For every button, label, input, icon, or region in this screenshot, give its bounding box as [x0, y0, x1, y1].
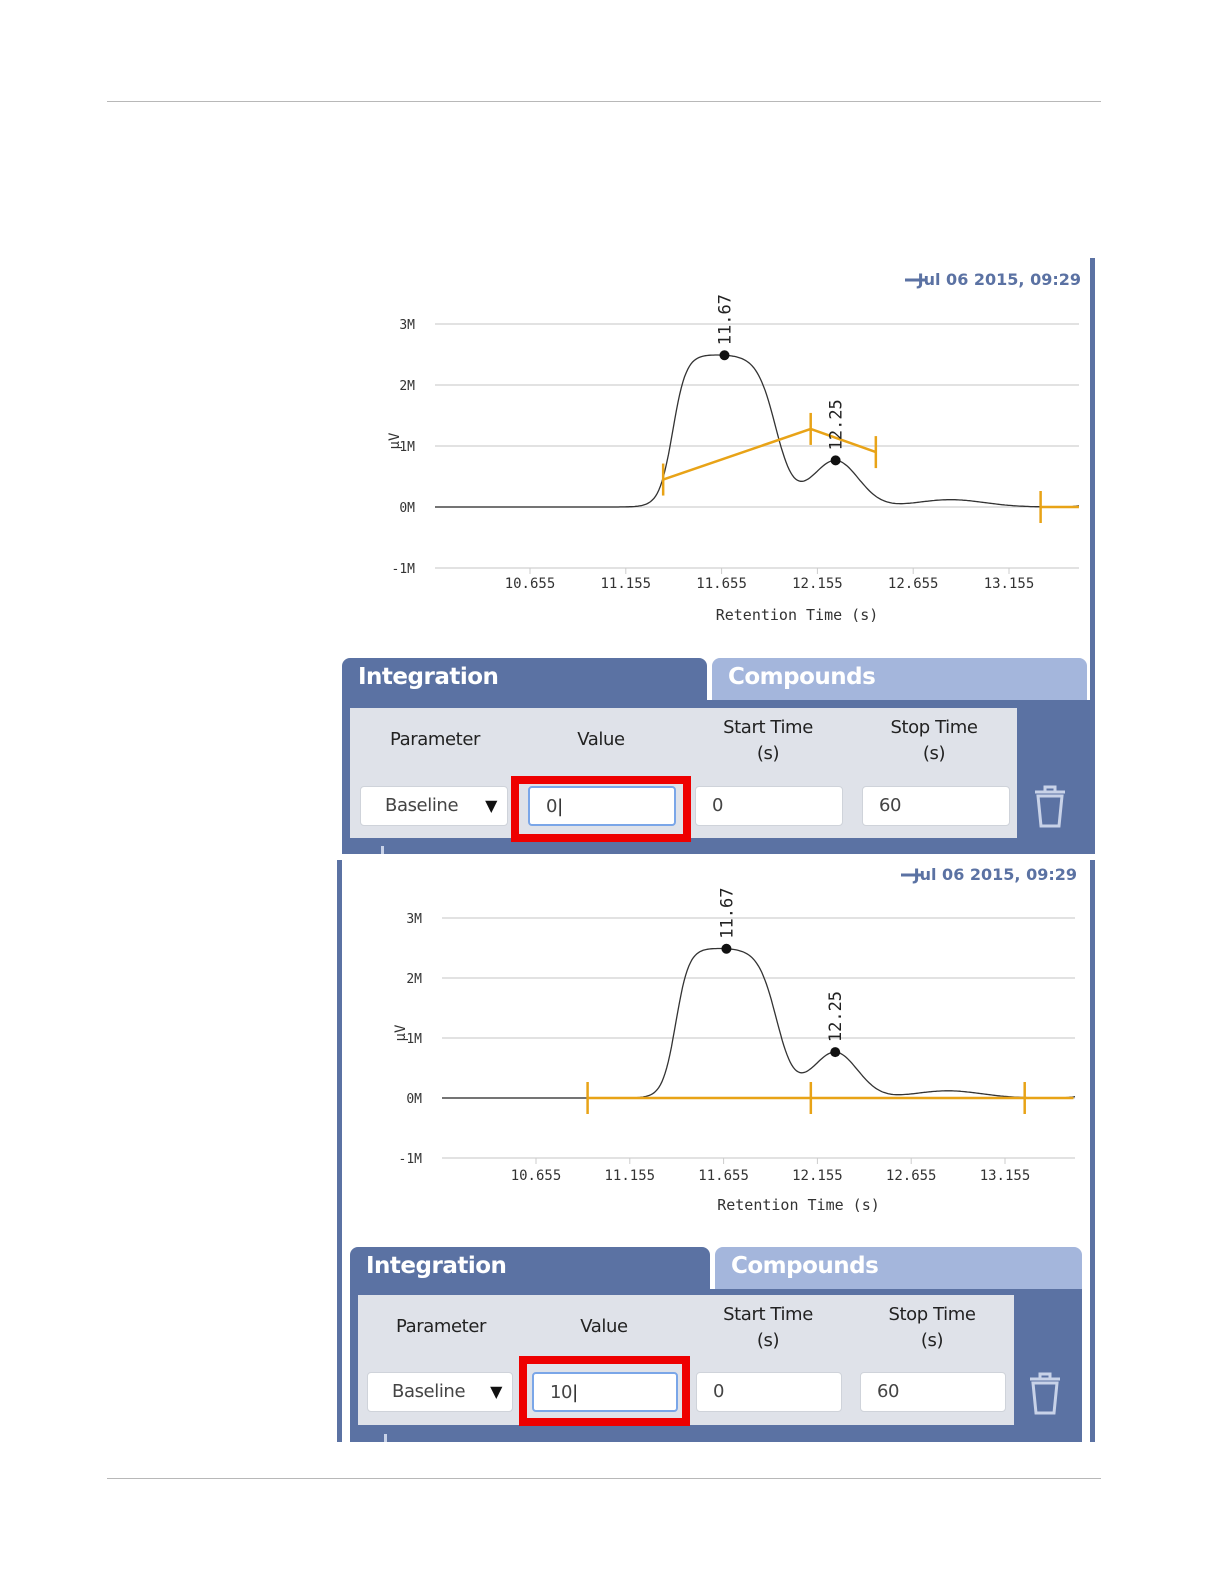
- peak-label: 11.67: [715, 294, 735, 345]
- legend-label: Jul 06 2015, 09:29: [917, 270, 1081, 289]
- header-stop-time: Stop Time: [888, 1304, 976, 1325]
- x-tick-label: 13.155: [980, 1168, 1031, 1184]
- value-input-text: 10: [550, 1382, 573, 1403]
- chromatogram-chart: 3M 2M 1M 0M -1M 10.655 11.155 11.655 12.155 12.65…: [387, 270, 1081, 624]
- start-time-input[interactable]: 0: [695, 786, 843, 826]
- baseline-segment: [662, 427, 812, 481]
- value-input[interactable]: 10|: [532, 1372, 678, 1412]
- start-time-input[interactable]: 0: [696, 1372, 842, 1412]
- header-stop-unit: (s): [922, 743, 946, 764]
- resize-tick: [381, 846, 384, 854]
- parameter-select-value: Baseline: [385, 795, 459, 816]
- x-tick-label: 12.655: [888, 576, 939, 592]
- header-start-unit: (s): [756, 743, 780, 764]
- parameter-select-value: Baseline: [392, 1381, 466, 1402]
- signal-trace: [435, 354, 1080, 508]
- x-tick-label: 12.655: [886, 1168, 937, 1184]
- text-cursor: |: [572, 1382, 578, 1403]
- legend-label: Jul 06 2015, 09:29: [913, 865, 1077, 884]
- header-stop-time: Stop Time: [890, 717, 978, 738]
- panel-border: [337, 860, 342, 1442]
- screenshot-panel-2: 3M 2M 1M 0M -1M 10.655 11.155 11.655 12.155 12.65…: [337, 860, 1095, 1442]
- peak-marker: [830, 455, 841, 466]
- top-divider: [107, 101, 1101, 102]
- tab-integration[interactable]: Integration: [342, 658, 707, 702]
- y-tick-label: 1M: [399, 440, 415, 455]
- y-tick-label: 3M: [399, 318, 415, 333]
- header-value: Value: [577, 729, 625, 750]
- peak-marker: [830, 1047, 841, 1058]
- dropdown-arrow-icon: ▼: [490, 1382, 502, 1401]
- peak-label: 11.67: [717, 888, 737, 939]
- screenshot-panel-1: 3M 2M 1M 0M -1M 10.655 11.155 11.655 12.155 12.65…: [337, 258, 1095, 854]
- integration-grid: Parameter Value Start Time (s) Stop Time…: [342, 700, 1090, 854]
- peak-marker: [721, 943, 732, 954]
- header-start-time: Start Time: [723, 1304, 813, 1325]
- parameter-select[interactable]: Baseline ▼: [360, 786, 508, 826]
- header-start-unit: (s): [756, 1330, 780, 1351]
- highlight-box: [519, 1356, 690, 1426]
- trash-icon[interactable]: [1027, 1371, 1063, 1417]
- x-tick-label: 11.655: [696, 576, 747, 592]
- highlight-box: [511, 776, 691, 842]
- y-tick-label: 0M: [406, 1092, 422, 1107]
- y-tick-label: 2M: [406, 972, 422, 987]
- bottom-divider: [107, 1478, 1101, 1479]
- start-time-value: 0: [713, 1381, 725, 1402]
- stop-time-input[interactable]: 60: [860, 1372, 1006, 1412]
- x-axis-label: Retention Time (s): [716, 606, 879, 624]
- resize-tick: [384, 1434, 387, 1442]
- x-tick-label: 11.655: [698, 1168, 749, 1184]
- y-axis-label: µV: [387, 432, 403, 449]
- y-tick-label: -1M: [392, 562, 416, 577]
- integration-grid: Parameter Value Start Time (s) Stop Time…: [350, 1289, 1082, 1442]
- x-tick-label: 10.655: [505, 576, 556, 592]
- header-parameter: Parameter: [395, 1316, 487, 1337]
- peak-label: 12.25: [827, 399, 847, 450]
- x-tick-label: 10.655: [511, 1168, 562, 1184]
- dropdown-arrow-icon: ▼: [485, 796, 497, 815]
- header-parameter: Parameter: [389, 729, 481, 750]
- x-tick-label: 11.155: [601, 576, 652, 592]
- header-value: Value: [580, 1316, 628, 1337]
- x-tick-label: 13.155: [984, 576, 1035, 592]
- tab-bar: Integration Compounds: [342, 658, 1090, 702]
- y-tick-label: 3M: [406, 912, 422, 927]
- y-tick-label: -1M: [399, 1152, 423, 1167]
- stop-time-input[interactable]: 60: [862, 786, 1010, 826]
- x-tick-label: 12.155: [792, 1168, 843, 1184]
- baseline-segment: [810, 427, 877, 454]
- header-stop-unit: (s): [920, 1330, 944, 1351]
- tab-integration[interactable]: Integration: [350, 1247, 710, 1291]
- peak-marker: [719, 350, 730, 361]
- trash-icon[interactable]: [1032, 784, 1068, 830]
- stop-time-value: 60: [877, 1381, 900, 1402]
- x-tick-label: 12.155: [792, 576, 843, 592]
- parameter-select[interactable]: Baseline ▼: [367, 1372, 513, 1412]
- signal-trace: [442, 947, 1076, 1099]
- tab-bar: Integration Compounds: [350, 1247, 1082, 1291]
- panel-border: [1090, 258, 1095, 854]
- start-time-value: 0: [712, 795, 724, 816]
- peak-label: 12.25: [826, 991, 846, 1042]
- stop-time-value: 60: [879, 795, 902, 816]
- text-cursor: |: [557, 796, 563, 817]
- y-tick-label: 0M: [399, 501, 415, 516]
- x-axis-label: Retention Time (s): [717, 1196, 880, 1214]
- chromatogram-chart: 3M 2M 1M 0M -1M 10.655 11.155 11.655 12.155 12.65…: [393, 865, 1077, 1214]
- panel-border: [1090, 860, 1095, 1442]
- tab-compounds[interactable]: Compounds: [712, 658, 1087, 702]
- y-axis-label: µV: [393, 1024, 409, 1041]
- y-tick-label: 1M: [406, 1032, 422, 1047]
- value-input[interactable]: 0|: [528, 786, 676, 826]
- header-start-time: Start Time: [723, 717, 813, 738]
- y-tick-label: 2M: [399, 379, 415, 394]
- x-tick-label: 11.155: [605, 1168, 656, 1184]
- value-input-text: 0: [546, 796, 558, 817]
- tab-compounds[interactable]: Compounds: [715, 1247, 1082, 1291]
